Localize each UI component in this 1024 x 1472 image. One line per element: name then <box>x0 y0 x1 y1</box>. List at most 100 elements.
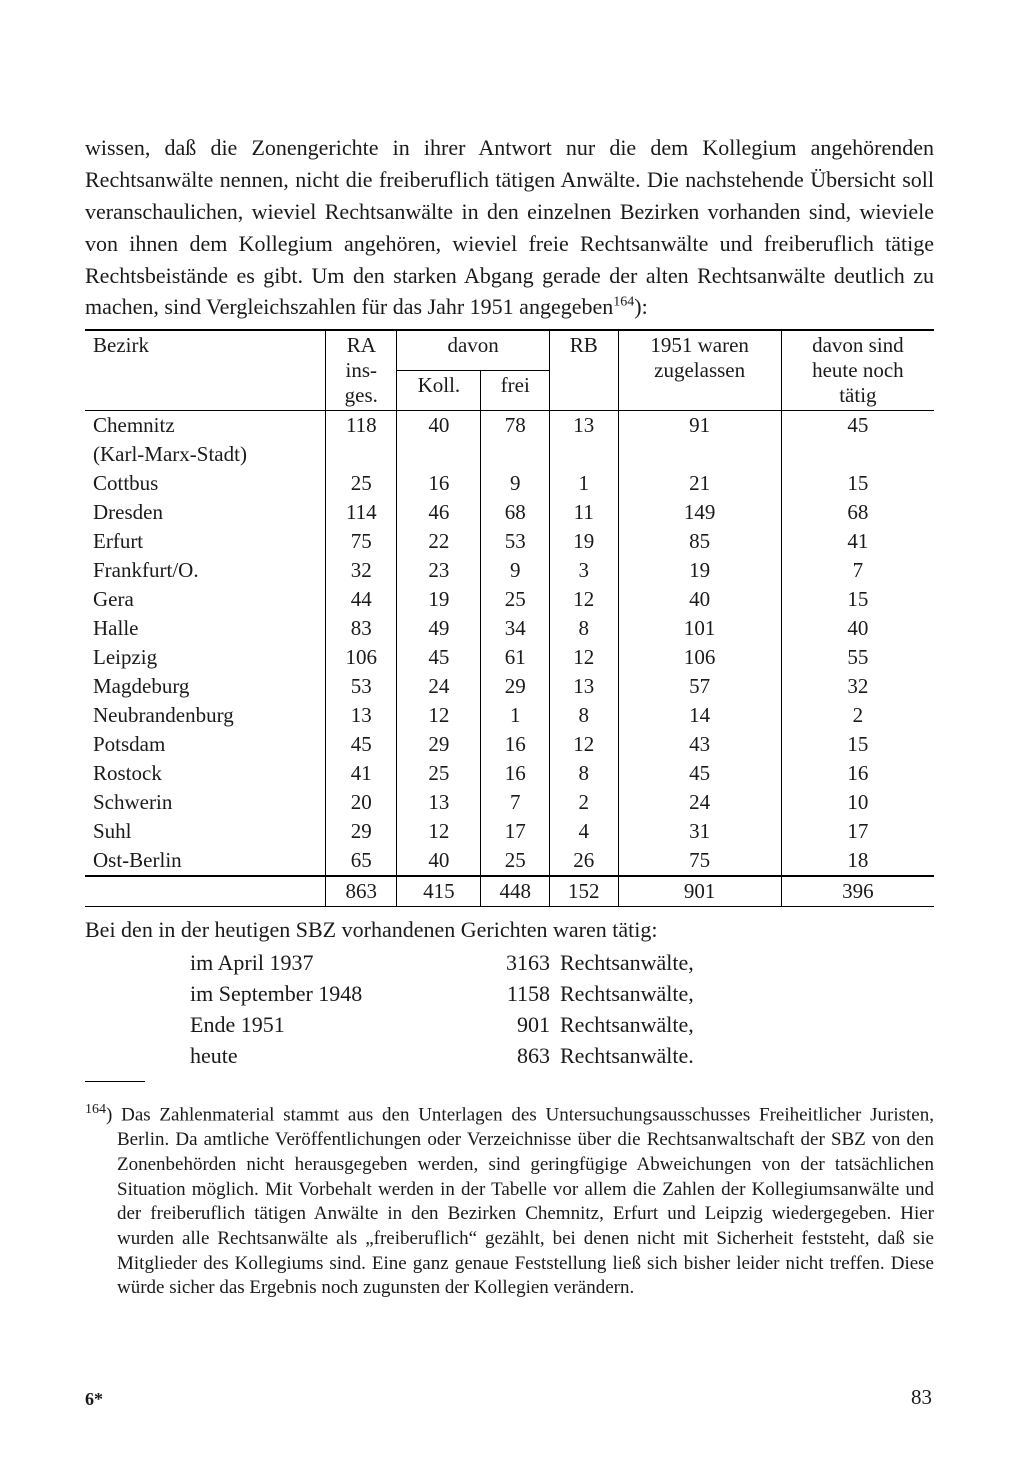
cell-y: 149 <box>618 498 781 527</box>
cell-koll: 46 <box>397 498 481 527</box>
table-row: Cottbus2516912115 <box>85 469 934 498</box>
cell-frei: 25 <box>481 846 550 876</box>
cell-ra: 75 <box>326 527 397 556</box>
table-row: (Karl-Marx-Stadt) <box>85 440 934 469</box>
table-row: Leipzig10645611210655 <box>85 643 934 672</box>
cell-y: 24 <box>618 788 781 817</box>
cell-bezirk: Suhl <box>85 817 326 846</box>
intro-text: wissen, daß die Zonengerichte in ihrer A… <box>85 135 934 319</box>
total-frei: 448 <box>481 876 550 907</box>
th-heute-l3: tätig <box>839 383 876 407</box>
history-label: Rechtsanwälte. <box>560 1041 704 1072</box>
cell-rb: 1 <box>550 469 619 498</box>
th-1951-l2: zugelassen <box>654 358 745 382</box>
history-when: Ende 1951 <box>190 1010 460 1041</box>
cell-koll: 25 <box>397 759 481 788</box>
history-label: Rechtsanwälte, <box>560 979 704 1010</box>
footnote-body: ) Das Zahlenmaterial stammt aus den Unte… <box>106 1105 934 1299</box>
cell-rb: 19 <box>550 527 619 556</box>
cell-frei: 16 <box>481 759 550 788</box>
cell-rb: 13 <box>550 411 619 441</box>
cell-rb: 2 <box>550 788 619 817</box>
cell-ra: 32 <box>326 556 397 585</box>
footnote: 164) Das Zahlenmaterial stammt aus den U… <box>85 1101 934 1301</box>
cell-frei: 16 <box>481 730 550 759</box>
cell-bezirk-sub: (Karl-Marx-Stadt) <box>85 440 326 469</box>
cell-h: 15 <box>781 585 934 614</box>
cell-koll: 12 <box>397 817 481 846</box>
cell-rb: 4 <box>550 817 619 846</box>
totals-row: 863 415 448 152 901 396 <box>85 876 934 907</box>
th-koll: Koll. <box>397 371 481 411</box>
cell-h: 2 <box>781 701 934 730</box>
cell-bezirk: Dresden <box>85 498 326 527</box>
history-count: 863 <box>460 1041 560 1072</box>
cell-rb: 13 <box>550 672 619 701</box>
th-ra-l1: RA <box>347 333 376 357</box>
total-ra: 863 <box>326 876 397 907</box>
th-bezirk: Bezirk <box>85 330 326 411</box>
table-row: Ost-Berlin654025267518 <box>85 846 934 876</box>
table-row: Chemnitz1184078139145 <box>85 411 934 441</box>
table-row: Schwerin2013722410 <box>85 788 934 817</box>
cell-h: 68 <box>781 498 934 527</box>
table-row: Rostock41251684516 <box>85 759 934 788</box>
cell-ra: 29 <box>326 817 397 846</box>
th-ra: RA ins- ges. <box>326 330 397 411</box>
cell-ra: 83 <box>326 614 397 643</box>
cell-ra: 65 <box>326 846 397 876</box>
cell-rb: 8 <box>550 614 619 643</box>
table-row: Frankfurt/O.322393197 <box>85 556 934 585</box>
table-row: Neubrandenburg131218142 <box>85 701 934 730</box>
cell-bezirk: Neubrandenburg <box>85 701 326 730</box>
cell-frei: 61 <box>481 643 550 672</box>
cell-koll: 23 <box>397 556 481 585</box>
cell-y: 45 <box>618 759 781 788</box>
cell-frei: 29 <box>481 672 550 701</box>
cell-koll: 12 <box>397 701 481 730</box>
cell-frei: 1 <box>481 701 550 730</box>
cell-y: 57 <box>618 672 781 701</box>
cell-koll: 40 <box>397 411 481 441</box>
total-heute: 396 <box>781 876 934 907</box>
cell-ra: 53 <box>326 672 397 701</box>
page-number: 83 <box>911 1385 932 1410</box>
cell-rb: 3 <box>550 556 619 585</box>
cell-bezirk: Schwerin <box>85 788 326 817</box>
cell-bezirk: Leipzig <box>85 643 326 672</box>
cell-h: 32 <box>781 672 934 701</box>
lawyers-table: Bezirk RA ins- ges. davon RB 1951 waren … <box>85 329 934 907</box>
cell-y: 19 <box>618 556 781 585</box>
cell-rb: 12 <box>550 730 619 759</box>
th-heute: davon sind heute noch tätig <box>781 330 934 411</box>
cell-h: 10 <box>781 788 934 817</box>
page: wissen, daß die Zonengerichte in ihrer A… <box>0 0 1024 1472</box>
cell-bezirk: Potsdam <box>85 730 326 759</box>
history-row: im September 19481158Rechtsanwälte, <box>190 979 704 1010</box>
total-rb: 152 <box>550 876 619 907</box>
cell-bezirk: Magdeburg <box>85 672 326 701</box>
cell-koll: 45 <box>397 643 481 672</box>
cell-y: 21 <box>618 469 781 498</box>
history-when: im April 1937 <box>190 948 460 979</box>
total-koll: 415 <box>397 876 481 907</box>
cell-ra: 20 <box>326 788 397 817</box>
cell-koll: 49 <box>397 614 481 643</box>
table-body: Chemnitz1184078139145(Karl-Marx-Stadt)Co… <box>85 411 934 877</box>
footnote-ref: 164 <box>613 295 634 310</box>
cell-h: 17 <box>781 817 934 846</box>
cell-h: 40 <box>781 614 934 643</box>
intro-paragraph: wissen, daß die Zonengerichte in ihrer A… <box>85 132 934 323</box>
cell-ra: 114 <box>326 498 397 527</box>
cell-bezirk: Ost-Berlin <box>85 846 326 876</box>
history-count: 3163 <box>460 948 560 979</box>
th-1951-l1: 1951 waren <box>650 333 749 357</box>
history-count: 1158 <box>460 979 560 1010</box>
cell-h: 55 <box>781 643 934 672</box>
history-row: im April 19373163Rechtsanwälte, <box>190 948 704 979</box>
cell-frei: 53 <box>481 527 550 556</box>
history-when: im September 1948 <box>190 979 460 1010</box>
cell-h: 15 <box>781 730 934 759</box>
cell-ra: 44 <box>326 585 397 614</box>
cell-bezirk: Chemnitz <box>85 411 326 441</box>
